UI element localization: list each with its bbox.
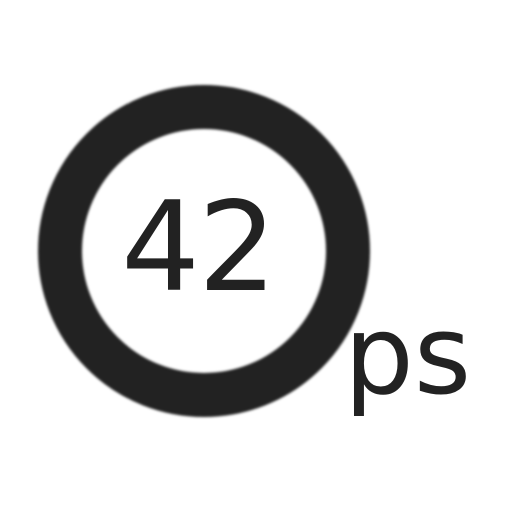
- unit-label: ps: [344, 291, 472, 419]
- value-number: 42: [121, 176, 277, 320]
